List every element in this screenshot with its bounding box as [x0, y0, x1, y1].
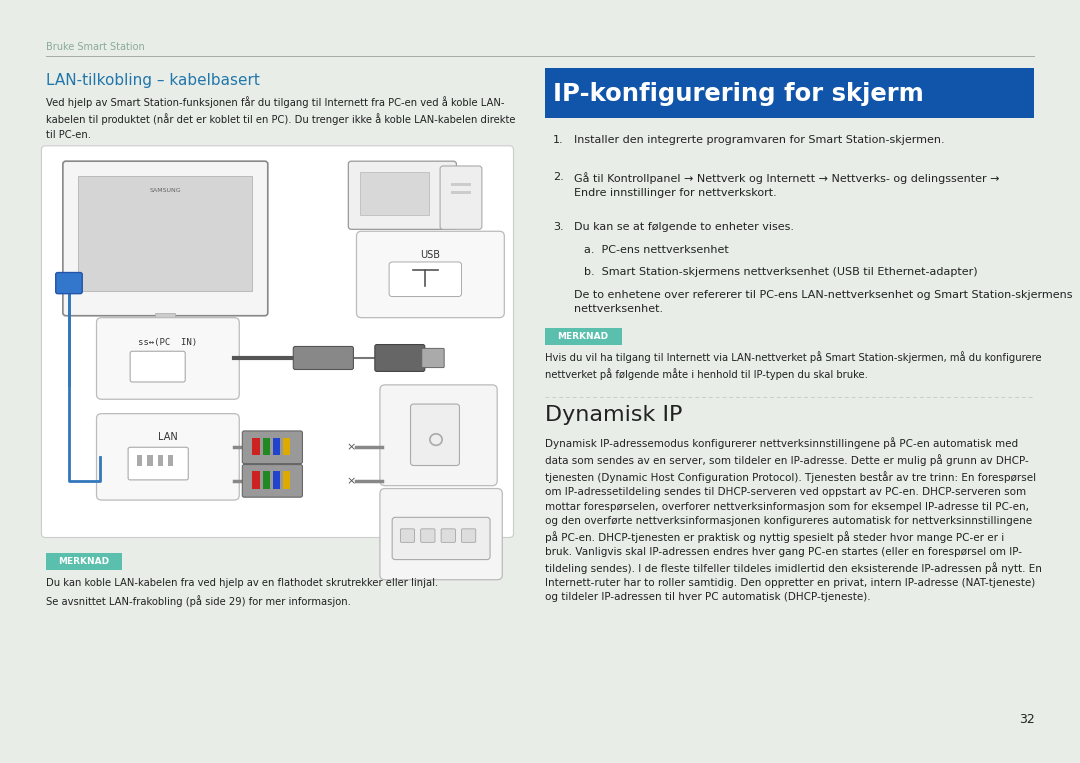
Text: ×: ×: [347, 476, 356, 486]
Bar: [126, 334, 203, 343]
Bar: [360, 172, 429, 215]
FancyBboxPatch shape: [356, 231, 504, 317]
Bar: [273, 438, 280, 455]
Bar: [137, 455, 143, 466]
FancyBboxPatch shape: [294, 346, 353, 369]
Text: 3.: 3.: [553, 222, 564, 232]
Text: Hvis du vil ha tilgang til Internett via LAN-nettverket på Smart Station-skjerme: Hvis du vil ha tilgang til Internett via…: [545, 351, 1042, 380]
Bar: [451, 183, 471, 186]
FancyBboxPatch shape: [63, 161, 268, 316]
FancyBboxPatch shape: [96, 414, 240, 500]
Bar: [451, 191, 471, 194]
Text: MERKNAD: MERKNAD: [57, 557, 109, 566]
FancyBboxPatch shape: [421, 529, 435, 542]
FancyBboxPatch shape: [461, 529, 476, 542]
Text: Dynamisk IP: Dynamisk IP: [545, 404, 683, 424]
Text: Ved hjelp av Smart Station-funksjonen får du tilgang til Internett fra PC-en ved: Ved hjelp av Smart Station-funksjonen få…: [45, 96, 515, 140]
FancyBboxPatch shape: [242, 465, 302, 497]
FancyBboxPatch shape: [410, 404, 459, 465]
Bar: [262, 438, 270, 455]
FancyBboxPatch shape: [440, 166, 482, 230]
FancyBboxPatch shape: [392, 517, 490, 559]
Bar: [283, 472, 291, 488]
FancyBboxPatch shape: [545, 328, 622, 345]
Text: b.  Smart Station-skjermens nettverksenhet (USB til Ethernet-adapter): b. Smart Station-skjermens nettverksenhe…: [584, 267, 977, 278]
Bar: [158, 455, 163, 466]
FancyBboxPatch shape: [375, 345, 424, 372]
FancyBboxPatch shape: [380, 488, 502, 580]
Bar: [545, 68, 1035, 118]
Bar: [283, 438, 291, 455]
Text: 32: 32: [1018, 713, 1035, 726]
FancyBboxPatch shape: [401, 529, 415, 542]
Text: LAN: LAN: [158, 432, 178, 442]
FancyBboxPatch shape: [41, 146, 513, 537]
Text: SAMSUNG: SAMSUNG: [149, 188, 181, 193]
FancyBboxPatch shape: [96, 317, 240, 399]
Bar: [78, 175, 253, 291]
Text: Installer den integrerte programvaren for Smart Station-skjermen.: Installer den integrerte programvaren fo…: [573, 135, 944, 145]
Text: Bruke Smart Station: Bruke Smart Station: [45, 42, 145, 52]
FancyBboxPatch shape: [421, 349, 444, 368]
Text: USB: USB: [420, 250, 441, 259]
FancyBboxPatch shape: [349, 161, 457, 230]
Bar: [167, 455, 173, 466]
Bar: [262, 472, 270, 488]
FancyBboxPatch shape: [131, 351, 185, 382]
FancyBboxPatch shape: [242, 431, 302, 464]
Text: Se avsnittet LAN-frakobling (på side 29) for mer informasjon.: Se avsnittet LAN-frakobling (på side 29)…: [45, 595, 350, 607]
Text: Du kan se at følgende to enheter vises.: Du kan se at følgende to enheter vises.: [573, 222, 794, 232]
FancyBboxPatch shape: [129, 447, 188, 480]
Text: De to enhetene over refererer til PC-ens LAN-nettverksenhet og Smart Station-skj: De to enhetene over refererer til PC-ens…: [573, 290, 1072, 314]
Text: 2.: 2.: [553, 172, 564, 182]
Text: ss↔(PC  IN): ss↔(PC IN): [138, 338, 198, 347]
FancyBboxPatch shape: [389, 262, 461, 297]
Text: ×: ×: [347, 443, 356, 452]
Text: Gå til Kontrollpanel → Nettverk og Internett → Nettverks- og delingssenter →: Gå til Kontrollpanel → Nettverk og Inter…: [573, 172, 999, 184]
Text: IP-konfigurering for skjerm: IP-konfigurering for skjerm: [553, 82, 924, 106]
Text: MERKNAD: MERKNAD: [557, 332, 608, 341]
Text: a.  PC-ens nettverksenhet: a. PC-ens nettverksenhet: [584, 244, 729, 255]
Text: 1.: 1.: [553, 135, 564, 145]
FancyBboxPatch shape: [441, 529, 456, 542]
Bar: [154, 313, 175, 334]
FancyBboxPatch shape: [56, 272, 82, 294]
Text: Dynamisk IP-adressemodus konfigurerer nettverksinnstillingene på PC-en automatis: Dynamisk IP-adressemodus konfigurerer ne…: [545, 437, 1042, 602]
FancyBboxPatch shape: [380, 385, 497, 486]
Bar: [148, 455, 152, 466]
FancyBboxPatch shape: [45, 553, 122, 570]
Text: LAN-tilkobling – kabelbasert: LAN-tilkobling – kabelbasert: [45, 72, 259, 88]
Bar: [253, 438, 259, 455]
Bar: [253, 472, 259, 488]
Bar: [273, 472, 280, 488]
Text: Du kan koble LAN-kabelen fra ved hjelp av en flathodet skrutrekker eller linjal.: Du kan koble LAN-kabelen fra ved hjelp a…: [45, 578, 437, 588]
Text: Endre innstillinger for nettverkskort.: Endre innstillinger for nettverkskort.: [573, 188, 777, 198]
